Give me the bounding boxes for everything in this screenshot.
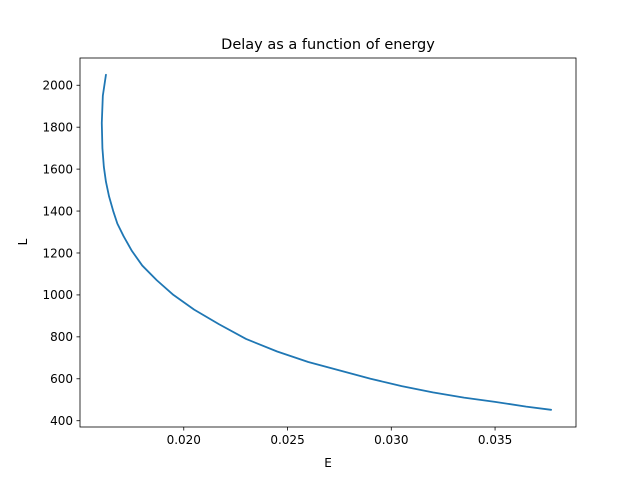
y-tick-label: 1200 [42, 246, 73, 260]
x-tick-label: 0.030 [374, 433, 408, 447]
x-tick-label: 0.020 [167, 433, 201, 447]
y-tick-label: 600 [50, 372, 73, 386]
y-tick-label: 400 [50, 414, 73, 428]
y-tick-label: 2000 [42, 79, 73, 93]
x-tick-label: 0.035 [478, 433, 512, 447]
ticks-layer: 0.020 0.025 0.030 0.035 400 600 800 1000 1200 140… [42, 79, 512, 447]
y-tick-label: 1400 [42, 204, 73, 218]
y-tick-label: 1000 [42, 288, 73, 302]
x-tick-label: 0.025 [270, 433, 304, 447]
y-tick-label: 800 [50, 330, 73, 344]
y-axis-label: L [16, 238, 30, 245]
plot-frame [79, 57, 577, 428]
chart-title: Delay as a function of energy [221, 37, 435, 53]
series-line-delay [100, 73, 552, 411]
y-tick-label: 1600 [42, 162, 73, 176]
x-axis-label: E [324, 456, 332, 470]
y-tick-label: 1800 [42, 120, 73, 134]
